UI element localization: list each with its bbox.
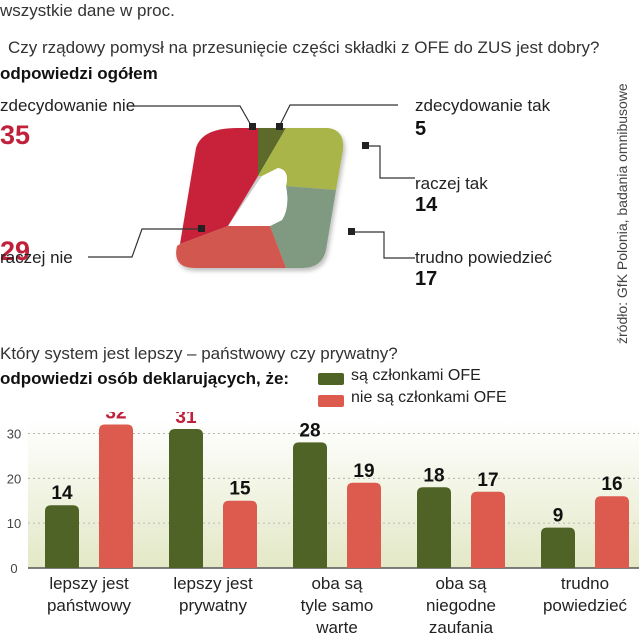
- label-raczej-tak: raczej tak: [415, 174, 488, 193]
- bar-nonmembers-2: [347, 482, 381, 568]
- pie-question: Czy rządowy pomysł na przesunięcie częśc…: [8, 38, 600, 57]
- category-label: warte: [315, 618, 358, 637]
- value-raczej-tak: 14: [415, 194, 438, 216]
- legend-swatch-members: [318, 373, 344, 385]
- legend-label-nonmembers: nie są członkami OFE: [351, 389, 507, 406]
- label-trudno-powiedziec: trudno powiedzieć: [415, 248, 553, 267]
- source-note: źródło: GfK Polonia, badania omnibusowe: [614, 83, 630, 344]
- label-raczej-nie: raczej nie: [0, 248, 73, 267]
- bar-value-label: 19: [353, 461, 374, 482]
- value-raczej-nie: 29: [0, 236, 31, 266]
- header-note: wszystkie dane w proc.: [0, 1, 175, 20]
- category-label: lepszy jest: [173, 574, 253, 593]
- bar-members-1: [169, 428, 203, 568]
- category-label: państwowy: [47, 596, 132, 615]
- slice-trudno-powiedziec: [270, 186, 336, 268]
- slice-raczej-nie: [176, 226, 286, 268]
- bar-members-0: [45, 505, 79, 568]
- bar-value-label: 9: [553, 506, 564, 527]
- y-tick-label: 10: [7, 516, 21, 531]
- slice-raczej-tak: [258, 128, 344, 190]
- legend-label-members: są członkami OFE: [351, 367, 481, 384]
- bar-members-3: [417, 487, 451, 568]
- y-tick-label: 20: [7, 471, 21, 486]
- category-label: niegodne: [426, 596, 496, 615]
- bar-value-label: 14: [51, 483, 73, 504]
- slice-zdecydowanie-nie: [180, 128, 258, 244]
- bar-value-label: 15: [229, 479, 251, 500]
- pie-subtitle: odpowiedzi ogółem: [0, 64, 158, 83]
- bar-members-2: [293, 442, 327, 568]
- bar-nonmembers-4: [595, 496, 629, 568]
- bar-subtitle: odpowiedzi osób deklarujących, że:: [0, 369, 290, 388]
- pie-hole: [228, 168, 288, 226]
- category-label: tyle samo: [301, 596, 374, 615]
- legend-swatch-nonmembers: [318, 395, 344, 407]
- y-tick-label: 30: [7, 426, 21, 441]
- category-label: prywatny: [179, 596, 248, 615]
- bar-nonmembers-0: [99, 424, 133, 568]
- pie-graphic: [88, 104, 415, 268]
- value-zdecydowanie-tak: 5: [415, 118, 427, 140]
- bar-chart: 0 10 20 30 14 32 31 15 28 19 18 17 9 16 lepszy jest p…: [7, 412, 639, 637]
- source-note-wrapper: źródło: GfK Polonia, badania omnibusowe: [614, 44, 638, 344]
- value-trudno-powiedziec: 17: [415, 268, 438, 290]
- bar-value-label: 17: [477, 470, 498, 491]
- bar-value-label: 18: [423, 465, 444, 486]
- bar-members-4: [541, 527, 575, 568]
- category-label: zaufania: [429, 618, 494, 637]
- value-zdecydowanie-nie: 35: [0, 120, 31, 150]
- y-tick-label: 0: [10, 561, 17, 576]
- bar-value-label: 28: [299, 420, 320, 441]
- label-zdecydowanie-tak: zdecydowanie tak: [415, 96, 551, 115]
- bar-value-label: 16: [601, 474, 622, 495]
- category-label: powiedzieć: [543, 596, 628, 615]
- bar-nonmembers-1: [223, 500, 257, 568]
- category-label: oba są: [435, 574, 487, 593]
- category-label: oba są: [311, 574, 363, 593]
- bar-nonmembers-3: [471, 491, 505, 568]
- category-label: trudno: [561, 574, 609, 593]
- label-zdecydowanie-nie: zdecydowanie nie: [0, 96, 136, 115]
- bar-value-label: 31: [175, 412, 197, 428]
- bar-value-label: 32: [105, 412, 126, 423]
- category-label: lepszy jest: [49, 574, 129, 593]
- bar-title: Który system jest lepszy – państwowy czy…: [0, 344, 398, 363]
